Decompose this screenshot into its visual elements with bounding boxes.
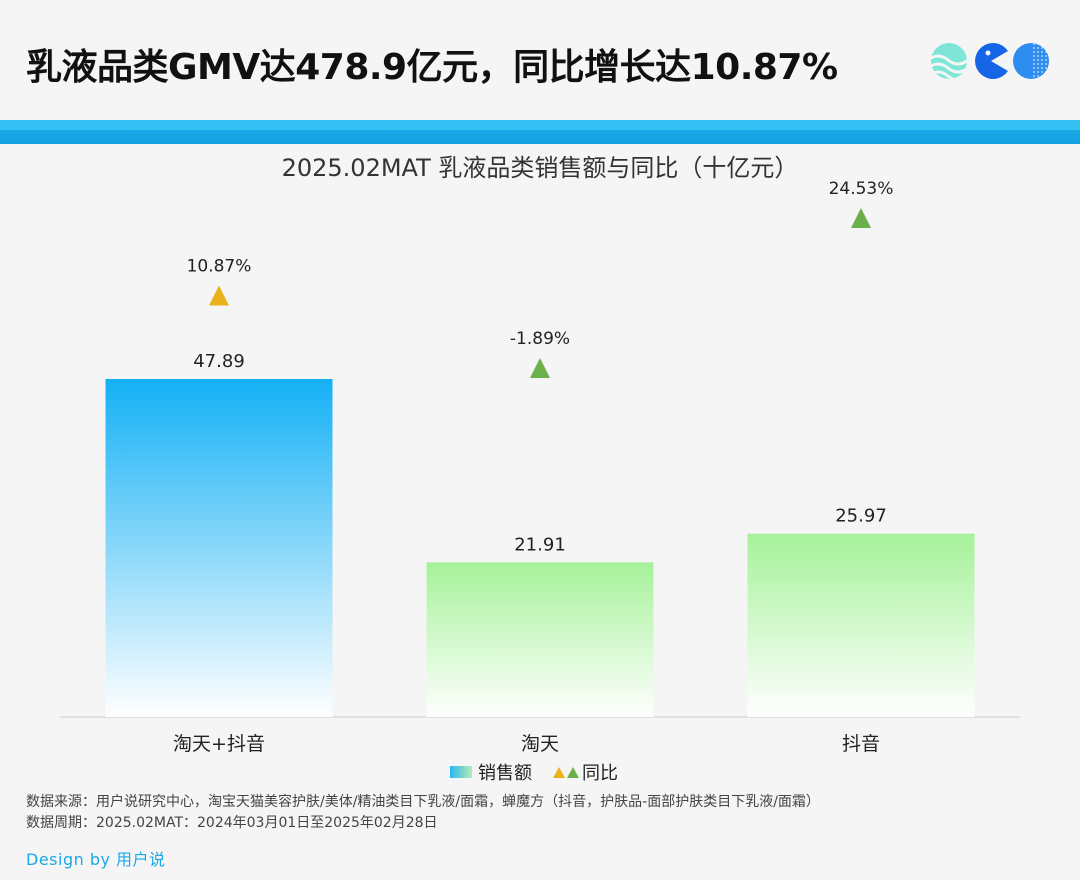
legend: 销售额 同比	[450, 760, 618, 784]
yoy-marker	[209, 285, 229, 306]
yoy-value-label: -1.89%	[510, 329, 570, 349]
yoy-marker	[530, 358, 550, 378]
legend-yoy-triangles-icon	[553, 767, 579, 778]
bar-1	[105, 379, 333, 717]
bar-value-label: 25.97	[835, 506, 887, 527]
yoy-value-label: 24.53%	[829, 179, 894, 199]
bar-value-label: 21.91	[514, 534, 566, 555]
x-tick-label: 抖音	[842, 733, 880, 755]
bar-2	[426, 562, 654, 717]
x-tick-label: 淘天	[521, 733, 559, 755]
bar-value-label: 47.89	[193, 351, 245, 372]
yoy-value-label: 10.87%	[187, 257, 252, 277]
dotted-circle-logo-icon	[1013, 43, 1049, 79]
pacman-logo-icon	[975, 43, 1008, 79]
headline: 乳液品类GMV达478.9亿元，同比增长达10.87%	[26, 47, 838, 88]
x-tick-label: 淘天+抖音	[173, 733, 265, 755]
legend-sales-swatch	[450, 766, 472, 778]
period-line: 数据周期：2025.02MAT：2024年03月01日至2025年02月28日	[26, 815, 438, 831]
chart-title: 2025.02MAT 乳液品类销售额与同比（十亿元）	[281, 154, 799, 182]
header: 乳液品类GMV达478.9亿元，同比增长达10.87%	[0, 0, 1080, 120]
waves-logo-icon	[931, 43, 967, 79]
header-band-highlight	[0, 120, 1080, 130]
yoy-marker	[851, 208, 871, 228]
brand-credit: Design by 用户说	[26, 850, 166, 869]
source-notes: 数据来源：用户说研究中心，淘宝天猫美容护肤/美体/精油类目下乳液/面霜，蝉魔方（…	[26, 792, 820, 834]
legend-sales-label: 销售额	[478, 763, 532, 784]
source-line: 数据来源：用户说研究中心，淘宝天猫美容护肤/美体/精油类目下乳液/面霜，蝉魔方（…	[26, 794, 820, 810]
bar-3	[747, 533, 975, 717]
legend-yoy-label: 同比	[582, 763, 618, 784]
